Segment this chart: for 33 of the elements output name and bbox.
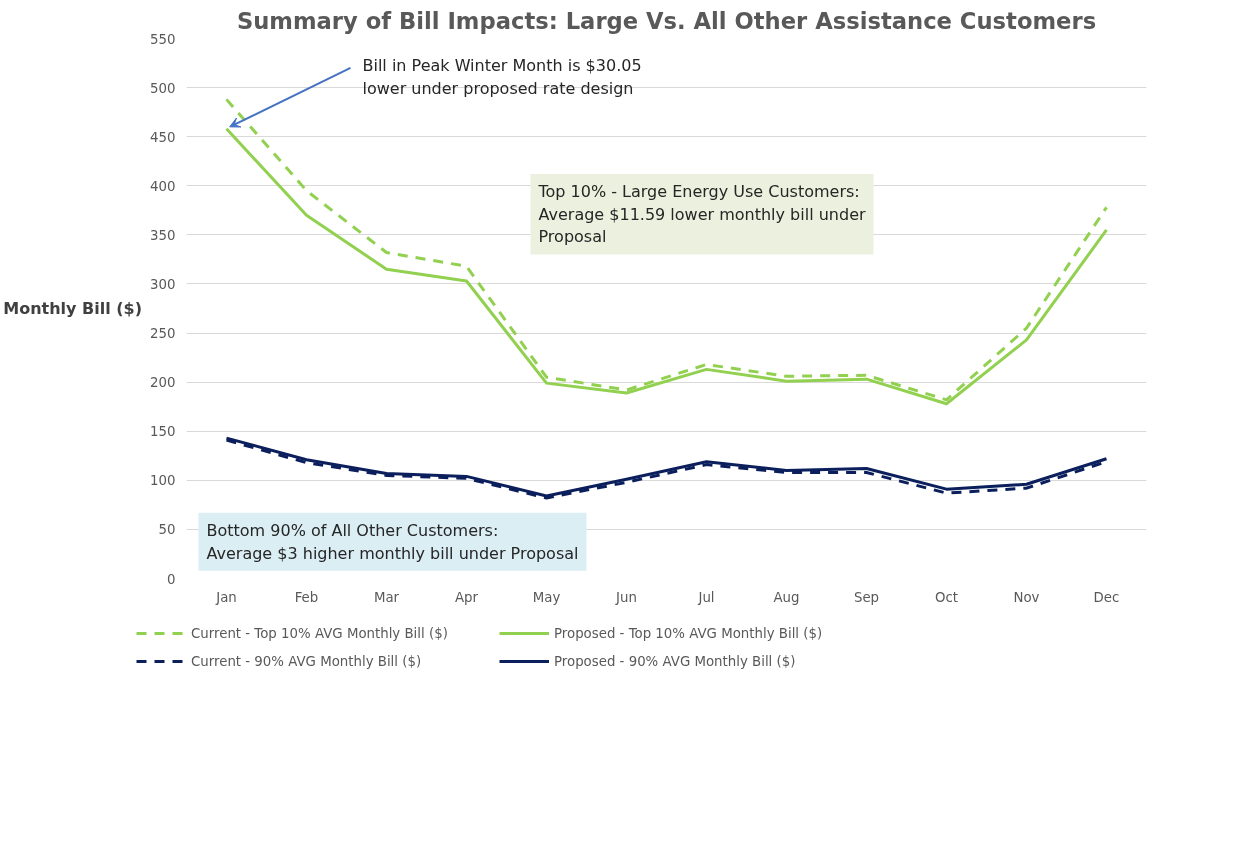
x-tick-label: Mar bbox=[373, 589, 400, 605]
y-tick-label: 250 bbox=[150, 326, 176, 342]
y-axis-title: Monthly Bill ($) bbox=[3, 299, 143, 318]
annotation: Top 10% - Large Energy Use Customers: Average $11.59 lower monthly bill under Proposal bbox=[537, 181, 866, 247]
x-tick-label: Feb bbox=[294, 589, 319, 605]
chart-title: Summary of Bill Impacts: Large Vs. All Other Assistance Customers bbox=[236, 7, 1097, 34]
y-tick-label: 100 bbox=[150, 473, 176, 489]
x-tick-label: Dec bbox=[1093, 589, 1120, 605]
y-tick-label: 50 bbox=[158, 522, 176, 538]
x-tick-label: Jun bbox=[615, 589, 637, 605]
y-tick-label: 400 bbox=[150, 178, 176, 194]
legend-label: Current - 90% AVG Monthly Bill ($) bbox=[191, 653, 423, 669]
annotation: Bill in Peak Winter Month is $30.05 lower under proposed rate design bbox=[362, 56, 642, 99]
x-tick-label: Jul bbox=[697, 589, 715, 605]
x-tick-label: Apr bbox=[454, 589, 479, 605]
x-tick-label: Sep bbox=[853, 589, 880, 605]
annotation: Bottom 90% of All Other Customers: Average $3 higher monthly bill under Proposal bbox=[206, 520, 579, 563]
legend-label: Proposed - 90% AVG Monthly Bill ($) bbox=[554, 653, 797, 669]
y-tick-label: 550 bbox=[150, 31, 176, 47]
y-tick-label: 0 bbox=[167, 571, 176, 587]
y-tick-label: 150 bbox=[150, 424, 176, 440]
x-tick-label: Jan bbox=[215, 589, 237, 605]
x-tick-label: Oct bbox=[934, 589, 959, 605]
y-tick-label: 200 bbox=[150, 375, 176, 391]
y-tick-label: 350 bbox=[150, 227, 176, 243]
y-tick-label: 450 bbox=[150, 129, 176, 145]
legend-label: Current - Top 10% AVG Monthly Bill ($) bbox=[191, 625, 449, 641]
x-tick-label: May bbox=[532, 589, 561, 605]
y-tick-label: 300 bbox=[150, 276, 176, 292]
y-tick-label: 500 bbox=[150, 80, 176, 96]
legend-label: Proposed - Top 10% AVG Monthly Bill ($) bbox=[554, 625, 824, 641]
x-tick-label: Nov bbox=[1013, 589, 1040, 605]
x-tick-label: Aug bbox=[773, 589, 800, 605]
